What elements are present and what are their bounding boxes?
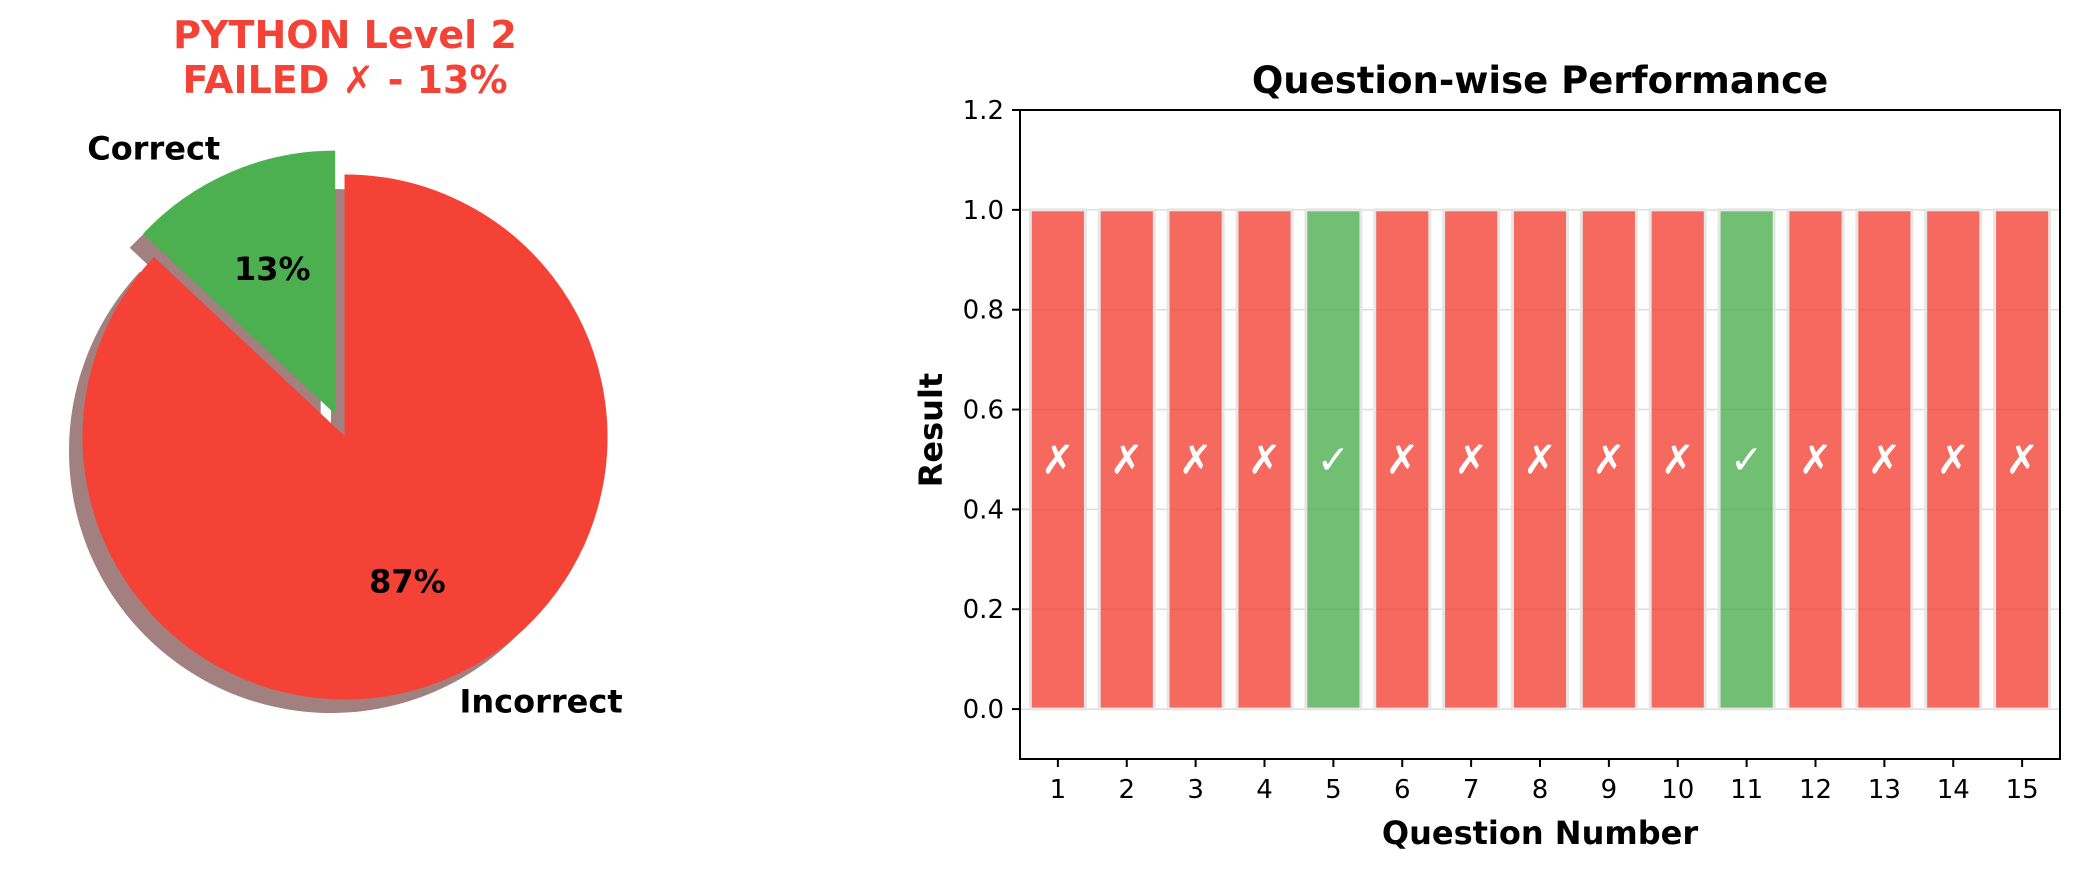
- pie-pct-label: 87%: [369, 562, 446, 600]
- y-tick-label: 0.6: [963, 396, 1004, 426]
- y-tick-label: 0.8: [963, 296, 1004, 326]
- x-tick-label: 8: [1532, 775, 1549, 805]
- x-tick-label: 11: [1730, 775, 1763, 805]
- bar-question-9: [1579, 208, 1638, 711]
- pie-category-label: Correct: [87, 130, 220, 168]
- x-tick-label: 15: [2006, 775, 2039, 805]
- x-tick-label: 5: [1325, 775, 1342, 805]
- pie-pct-label: 13%: [234, 250, 311, 288]
- bar-chart-title: Question-wise Performance: [1252, 59, 1828, 102]
- x-tick-label: 3: [1187, 775, 1204, 805]
- x-tick-label: 4: [1256, 775, 1273, 805]
- pie-category-label: Incorrect: [459, 682, 622, 720]
- y-axis-label: Result: [912, 373, 950, 487]
- bar-result-mark: ✗: [1454, 437, 1488, 483]
- bar-result-mark: ✗: [1041, 437, 1075, 483]
- bar-question-11: [1717, 208, 1776, 711]
- bar-question-6: [1373, 208, 1432, 711]
- bar-question-15: [1993, 208, 2052, 711]
- bar-question-5: [1304, 208, 1363, 711]
- bar-result-mark: ✗: [1592, 437, 1626, 483]
- pie-labels: 13% Correct 87% Incorrect: [87, 130, 622, 721]
- bar-result-mark: ✗: [1868, 437, 1902, 483]
- y-tick-label: 0.4: [963, 495, 1004, 525]
- x-tick-label: 2: [1118, 775, 1135, 805]
- bar-result-mark: ✗: [1523, 437, 1557, 483]
- x-tick-label: 10: [1661, 775, 1694, 805]
- bar-result-mark: ✓: [1317, 437, 1351, 483]
- x-tick-label: 1: [1050, 775, 1067, 805]
- x-tick-label: 13: [1868, 775, 1901, 805]
- bar-result-mark: ✗: [1179, 437, 1213, 483]
- bar-series: [1028, 208, 2052, 711]
- pie-slice-correct: [142, 150, 336, 415]
- bar-result-mark: ✓: [1730, 437, 1764, 483]
- bar-question-4: [1235, 208, 1294, 711]
- bar-question-12: [1786, 208, 1845, 711]
- y-tick-label: 1.2: [963, 96, 1004, 126]
- bar-result-marks: ✗ ✗ ✗ ✗ ✓ ✗ ✗ ✗ ✗ ✗ ✓ ✗ ✗ ✗ ✗: [1041, 437, 2039, 483]
- x-tick-label: 12: [1799, 775, 1832, 805]
- bar-question-1: [1028, 208, 1087, 711]
- bar-question-8: [1510, 208, 1570, 711]
- bar-question-3: [1166, 208, 1225, 711]
- x-axis-ticks: 1 2 3 4 5 6 7 8 9 10 11 12 13 14 15: [1050, 759, 2039, 805]
- x-tick-label: 14: [1937, 775, 1970, 805]
- y-tick-label: 1.0: [963, 196, 1004, 226]
- bar-result-mark: ✗: [1248, 437, 1282, 483]
- pie-slice-incorrect: [82, 174, 608, 700]
- y-tick-label: 0.2: [963, 595, 1004, 625]
- bar-question-7: [1442, 208, 1501, 711]
- x-tick-label: 9: [1601, 775, 1618, 805]
- x-tick-label: 7: [1463, 775, 1480, 805]
- bar-question-13: [1855, 208, 1914, 711]
- bar-result-mark: ✗: [1936, 437, 1970, 483]
- pie-title-line1: PYTHON Level 2: [173, 13, 517, 57]
- pie-title-line2: FAILED ✗ - 13%: [182, 58, 507, 102]
- bar-result-mark: ✗: [1661, 437, 1695, 483]
- bar-chart: Question-wise Performance ✗ ✗ ✗ ✗ ✓ ✗ ✗ ✗ ✗ ✗ ✓ ✗ ✗ ✗…: [912, 59, 2061, 852]
- bar-question-10: [1648, 208, 1707, 711]
- pie-slices: [82, 150, 608, 700]
- y-tick-label: 0.0: [963, 695, 1004, 725]
- bar-result-mark: ✗: [1110, 437, 1144, 483]
- bar-result-mark: ✗: [1385, 437, 1419, 483]
- bar-question-14: [1924, 208, 1983, 711]
- x-tick-label: 6: [1394, 775, 1411, 805]
- y-axis-ticks: 0.0 0.2 0.4 0.6 0.8 1.0 1.2: [963, 96, 1020, 725]
- bar-question-2: [1097, 208, 1156, 711]
- bar-result-mark: ✗: [2005, 437, 2039, 483]
- bar-result-mark: ✗: [1799, 437, 1833, 483]
- pie-chart: PYTHON Level 2 FAILED ✗ - 13% 13% Correct…: [69, 13, 623, 720]
- x-axis-label: Question Number: [1382, 814, 1698, 852]
